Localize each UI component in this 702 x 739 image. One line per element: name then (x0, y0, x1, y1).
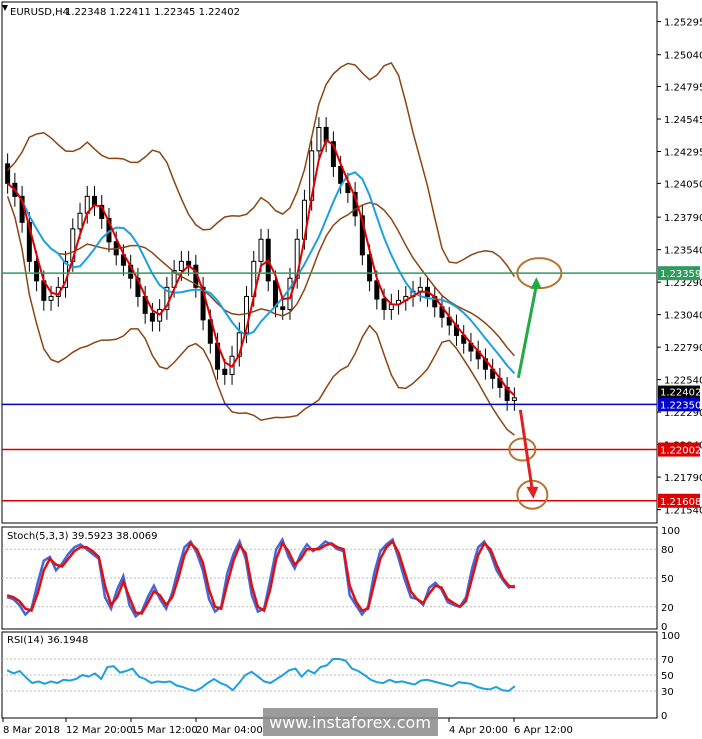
current-price-tag (658, 385, 700, 398)
price-tick-label: 1.22290 (664, 408, 702, 419)
stoch-label: Stoch(5,3,3) 39.5923 38.0069 (7, 531, 158, 542)
price-tick-label: 1.22790 (664, 343, 702, 354)
current-price-label: 1.22402 (660, 388, 701, 399)
price-tick-label: 1.24050 (664, 179, 702, 190)
price-tick-label: 1.23290 (664, 278, 702, 289)
candle-body (316, 126, 322, 152)
price-tick-label: 1.22540 (664, 376, 702, 387)
candle-body (280, 306, 286, 310)
stoch-tick-label: 50 (661, 574, 674, 585)
symbol-label: EURUSD,H4 (10, 7, 69, 18)
time-tick-label: 15 Mar 12:00 (131, 725, 198, 736)
stoch-signal-line (6, 539, 516, 615)
candle-body (149, 312, 155, 322)
watermark: www.instaforex.com (269, 713, 431, 732)
rsi-axis: 100 70 50 30 0 (2, 631, 680, 722)
rsi-tick-label: 0 (661, 711, 667, 722)
level-tag (658, 493, 700, 508)
candle-body (48, 295, 54, 301)
time-tick-label: 12 Mar 20:00 (66, 725, 133, 736)
candle-body (330, 141, 336, 167)
stoch-plot (6, 536, 516, 619)
price-tick-label: 1.21790 (664, 473, 702, 484)
level-tag (658, 442, 700, 457)
candle-body (200, 286, 206, 321)
candle-body (359, 215, 365, 256)
time-tick-label: 20 Mar 04:00 (196, 725, 263, 736)
rsi-tick-label: 50 (661, 671, 674, 682)
price-tick-label: 1.24545 (664, 115, 702, 126)
ohlc-label: 1.22348 1.22411 1.22345 1.22402 (65, 7, 240, 18)
candle-body (345, 182, 351, 193)
candle-body (26, 221, 32, 262)
rsi-plot (6, 658, 516, 693)
stoch-tick-label: 80 (661, 545, 674, 556)
arrow-down (518, 409, 534, 491)
candle-body (511, 397, 517, 401)
price-tick-label: 1.24295 (664, 148, 702, 159)
rsi-tick-label: 70 (661, 655, 674, 666)
time-tick-label: 6 Apr 12:00 (514, 725, 573, 736)
arrow-up-head (530, 277, 542, 290)
price-tick-label: 1.25040 (664, 51, 702, 62)
candle-body (178, 260, 184, 271)
candle-body (272, 280, 278, 308)
candle-body (34, 260, 40, 282)
price-tick-label: 1.23040 (664, 311, 702, 322)
level-label: 1.23359 (660, 269, 701, 280)
rsi-line (6, 658, 516, 693)
level-lines: 1.23359 1.22350 1.22002 1.21608 1.22402 (2, 266, 701, 508)
candle-body (258, 238, 264, 262)
candle-body (164, 286, 170, 310)
level-label: 1.21608 (660, 497, 701, 508)
price-tick-label: 1.24795 (664, 83, 702, 94)
time-tick-label: 4 Apr 20:00 (449, 725, 508, 736)
stoch-tick-label: 100 (661, 526, 680, 537)
time-tick-label: 8 Mar 2018 (3, 725, 60, 736)
watermark-box (263, 708, 438, 736)
target-circle-mid (508, 437, 537, 462)
price-tick-label: 1.23790 (664, 213, 702, 224)
bollinger-upper (7, 61, 516, 278)
arrow-up (516, 284, 538, 379)
price-tick-label: 1.25295 (664, 18, 702, 29)
arrow-down-head (526, 486, 539, 499)
candle-body (222, 368, 228, 375)
price-tick-label: 1.21540 (664, 506, 702, 517)
stoch-tick-label: 0 (661, 622, 667, 633)
rsi-tick-label: 30 (661, 687, 674, 698)
ma-slow-line (6, 171, 516, 374)
candle-body (381, 298, 387, 310)
level-label: 1.22002 (660, 446, 701, 457)
price-tick-label: 1.23540 (664, 246, 702, 257)
rsi-tick-label: 100 (661, 631, 680, 642)
candle-body (5, 163, 11, 184)
candle-body (417, 286, 423, 292)
bollinger-middle (7, 182, 515, 357)
price-panel (1, 1, 658, 524)
level-tag (658, 266, 700, 281)
collapse-icon[interactable] (2, 5, 8, 11)
bollinger-lower (6, 196, 515, 436)
level-tag (658, 397, 700, 412)
level-label: 1.22350 (660, 400, 701, 411)
candle-body (367, 254, 373, 282)
ma-fast-line (6, 138, 516, 396)
candle-body (77, 212, 83, 230)
price-plot (5, 61, 517, 436)
stoch-tick-label: 20 (661, 603, 674, 614)
annotations (508, 257, 563, 510)
rsi-label: RSI(14) 36.1948 (7, 635, 88, 646)
